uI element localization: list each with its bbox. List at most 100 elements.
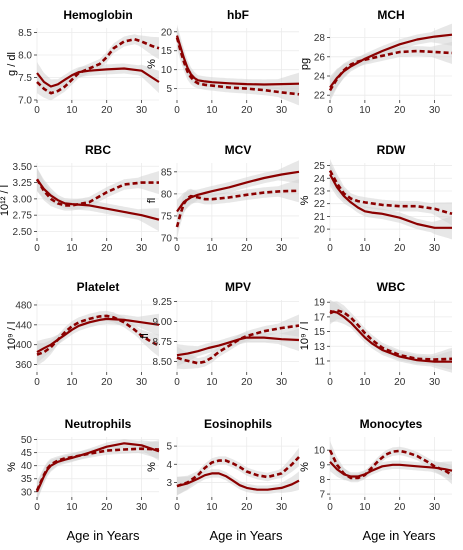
y-tick-label: 2.50 [13,227,33,238]
y-tick-label: 400 [15,340,32,351]
x-tick-label: 20 [241,243,253,254]
x-tick-label: 0 [174,105,180,116]
x-tick-label: 0 [34,502,40,513]
x-tick-label: 30 [429,502,441,513]
y-tick-label: 19 [314,298,326,309]
panel-title: Eosinophils [204,417,272,431]
y-tick-label: 8.5 [18,28,32,39]
x-tick-label: 10 [359,105,371,116]
y-tick-label: 10 [161,65,173,76]
panel-platelet: 0 10 20 30 360 400 440 480 10⁹ / l Platelet [6,280,160,388]
y-tick-label: 21 [314,212,326,223]
panel-title: MCH [377,8,404,22]
panel-hemoglobin: 0 10 20 30 7.0 7.5 8.0 8.5 g / dl Hemoglobin [6,8,160,116]
series-line-solid [36,178,160,221]
y-tick-label: 8.0 [18,51,32,62]
y-tick-label: 3.25 [13,178,33,189]
x-tick-label: 10 [66,377,78,388]
x-tick-label: 0 [34,105,40,116]
x-tick-label: 30 [429,243,441,254]
y-axis-title: 10⁹ / l [299,322,311,351]
y-tick-label: 22 [314,199,326,210]
x-tick-label: 30 [136,502,148,513]
y-tick-label: 9 [319,460,325,471]
y-axis-title: % [299,195,311,205]
panel-neutrophils: 0 10 20 30 30 35 40 45 50% Neutrophils [6,417,160,513]
x-tick-label: 20 [394,377,406,388]
y-tick-label: 23 [314,186,326,197]
x-tick-label: 0 [174,502,180,513]
y-tick-label: 70 [161,234,173,245]
y-tick-label: 3.00 [13,194,33,205]
panel-title: RDW [377,143,406,157]
x-tick-label: 30 [136,105,148,116]
y-axis-title: fl [139,333,151,339]
series-line-dashed [328,449,453,480]
y-tick-label: 30 [21,487,33,498]
x-tick-label: 10 [206,105,218,116]
x-axis-titles: Age in Years Age in Years Age in Years [66,528,436,543]
x-tick-label: 30 [276,243,288,254]
series-line-solid [36,67,160,88]
y-tick-label: 17 [314,312,326,323]
x-tick-label: 10 [359,502,371,513]
x-tick-label: 20 [241,502,253,513]
confidence-band-dashed [37,440,159,500]
confidence-band-dashed [177,314,299,370]
series-line-dashed [329,309,453,361]
y-tick-label: 45 [21,448,33,459]
series-line-dashed [176,456,300,488]
y-tick-label: 7 [319,490,325,501]
series-line-solid [176,472,300,491]
panel-title: WBC [377,280,406,294]
y-tick-label: 9.25 [153,297,173,308]
confidence-band-solid [330,162,452,240]
panel-mch: 0 10 20 30 22 24 26 28 pg MCH [299,8,453,116]
confidence-band-dashed [177,26,299,106]
series-line-dashed [328,49,453,92]
y-tick-label: 22 [314,91,326,102]
x-tick-label: 10 [66,243,78,254]
y-tick-label: 10 [314,446,326,457]
y-tick-label: 480 [15,300,32,311]
y-tick-label: 440 [15,320,32,331]
y-tick-label: 28 [314,33,326,44]
series-line-solid [36,317,160,354]
y-axis-title: fl [146,198,158,204]
y-axis-title: % [146,462,158,472]
confidence-band-solid [330,23,452,99]
y-tick-label: 2.75 [13,211,33,222]
confidence-band-dashed [330,440,452,485]
x-tick-label: 20 [101,502,113,513]
y-tick-label: 4 [166,460,172,471]
y-tick-label: 85 [161,167,173,178]
confidence-band-dashed [330,41,452,102]
y-axis-title: 10⁹ / l [6,322,18,351]
x-tick-label: 20 [241,377,253,388]
y-axis-title: 10¹² / l [0,185,11,216]
x-tick-label: 10 [206,243,218,254]
x-tick-label: 20 [101,243,113,254]
confidence-band-solid [177,24,299,95]
confidence-band-solid [37,167,159,232]
y-tick-label: 11 [315,356,326,367]
panel-wbc: 0 10 20 30 11 13 15 17 19 10⁹ / l WBC [299,280,453,388]
confidence-band-dashed [330,301,452,370]
x-tick-label: 0 [34,377,40,388]
y-tick-label: 80 [161,189,173,200]
y-tick-label: 5 [166,442,172,453]
panel-hbf: 0 10 20 30 5 10 15 20% hbF [146,8,300,116]
y-tick-label: 40 [21,461,33,472]
x-tick-label: 0 [174,243,180,254]
x-axis-title-col1: Age in Years [66,528,140,543]
panel-title: Platelet [77,280,120,294]
x-axis-title-col3: Age in Years [362,528,436,543]
confidence-band-dashed [330,159,452,226]
y-tick-label: 8.75 [153,337,173,348]
x-tick-label: 10 [359,243,371,254]
y-axis-title: g / dl [6,52,18,76]
panel-mcv: 0 10 20 30 70 75 80 85 fl MCV [146,143,300,254]
y-tick-label: 360 [15,360,32,371]
y-tick-label: 75 [161,211,173,222]
x-axis-title-col2: Age in Years [209,528,283,543]
